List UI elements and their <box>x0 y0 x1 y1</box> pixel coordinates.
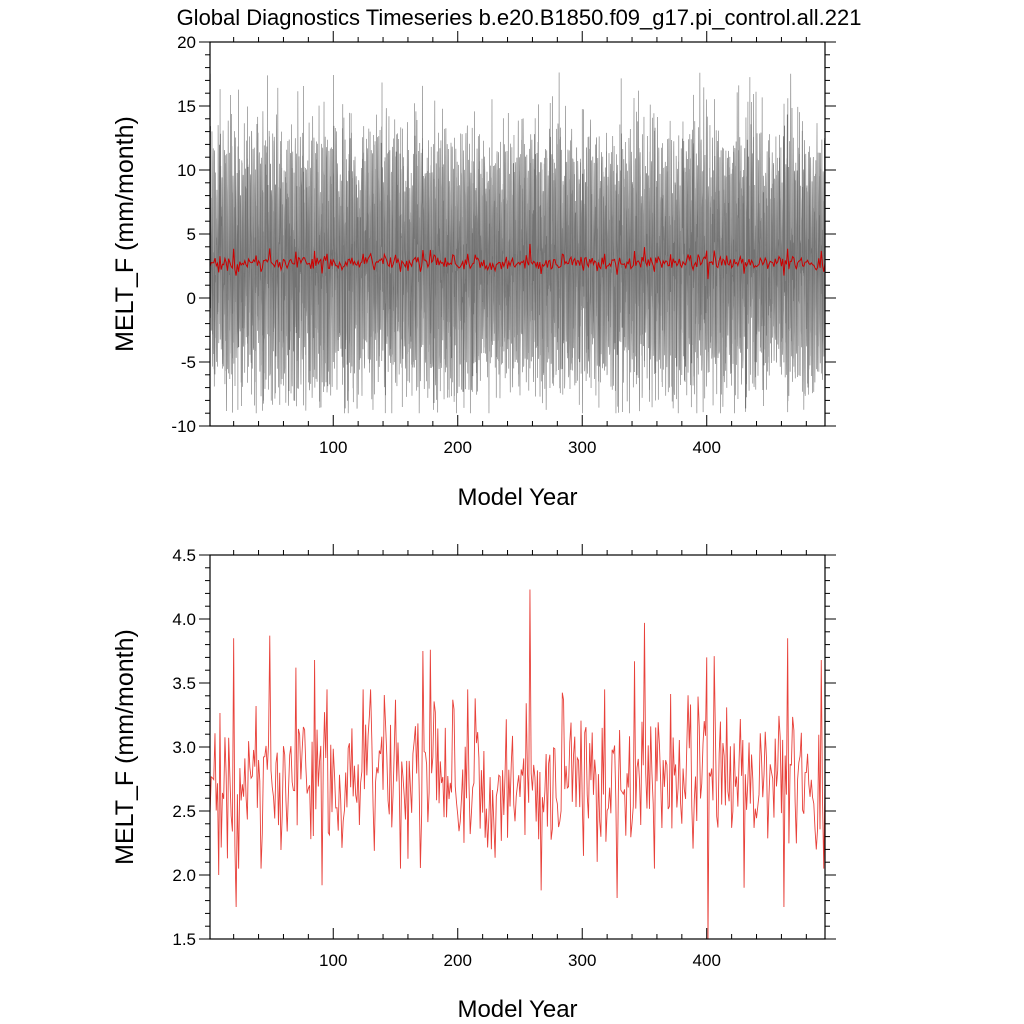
series-annual-mean-line <box>210 243 825 280</box>
x-tick-label: 400 <box>693 438 721 457</box>
y-tick-label: -10 <box>171 417 196 436</box>
y-tick-label: -5 <box>181 353 196 372</box>
series-annual-mean-line <box>210 589 825 939</box>
y-tick-label: 10 <box>177 161 196 180</box>
y-tick-label: 4.5 <box>172 546 196 565</box>
panel-bottom: 100 200 300 400 1.5 2.0 2.5 3.0 3.5 4.0 4.5 MELT_F… <box>111 544 836 1023</box>
series-monthly-line <box>210 72 825 414</box>
y-tick-label: 1.5 <box>172 930 196 949</box>
plot-area-top: 100 200 300 400 -10 -5 0 5 10 15 20 <box>171 31 836 457</box>
x-tick-label: 100 <box>319 438 347 457</box>
chart-title: Global Diagnostics Timeseries b.e20.B185… <box>177 5 862 30</box>
y-tick-label: 3.5 <box>172 674 196 693</box>
x-tick-label: 200 <box>444 438 472 457</box>
y-axis-label-top: MELT_F (mm/month) <box>111 116 139 352</box>
x-axis-label-bottom: Model Year <box>457 996 577 1023</box>
plot-area-bottom: 100 200 300 400 1.5 2.0 2.5 3.0 3.5 4.0 4.5 <box>172 544 836 970</box>
x-tick-label: 100 <box>319 951 347 970</box>
y-tick-label: 15 <box>177 97 196 116</box>
y-tick-label: 3.0 <box>172 738 196 757</box>
x-axis-label-top: Model Year <box>457 484 577 511</box>
y-tick-label: 20 <box>177 33 196 52</box>
y-tick-label: 4.0 <box>172 610 196 629</box>
x-tick-label: 300 <box>568 438 596 457</box>
y-tick-label: 0 <box>187 289 196 308</box>
y-tick-label: 5 <box>187 225 196 244</box>
y-tick-label: 2.0 <box>172 866 196 885</box>
x-tick-label: 400 <box>693 951 721 970</box>
x-tick-label: 200 <box>444 951 472 970</box>
panel-top: 100 200 300 400 -10 -5 0 5 10 15 20 MELT_F (mm/mon… <box>111 31 836 511</box>
x-tick-label: 300 <box>568 951 596 970</box>
y-tick-label: 2.5 <box>172 802 196 821</box>
y-axis-label-bottom: MELT_F (mm/month) <box>111 629 139 865</box>
